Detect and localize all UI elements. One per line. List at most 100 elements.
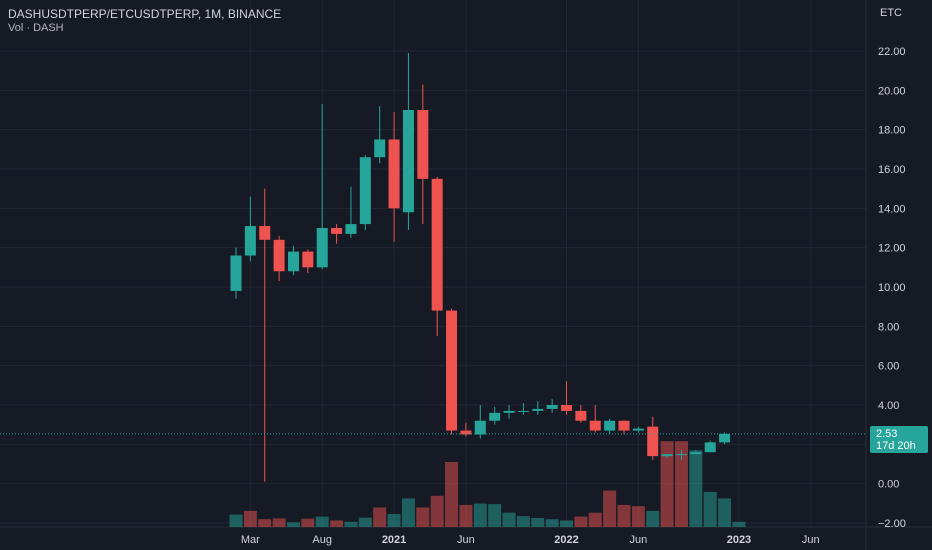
y-tick-label: 14.00 xyxy=(878,203,906,215)
volume-bar xyxy=(703,491,717,527)
volume-bar xyxy=(531,517,545,527)
y-tick-label: 4.00 xyxy=(878,400,899,412)
candles xyxy=(230,52,731,482)
volume-bar xyxy=(718,498,732,527)
volume-bar xyxy=(272,518,286,527)
x-tick-label: Mar xyxy=(241,534,260,546)
candle-body xyxy=(388,139,400,209)
candle-body xyxy=(575,410,587,421)
x-tick-label: 2023 xyxy=(727,534,751,546)
symbol-title[interactable]: DASHUSDTPERP/ETCUSDTPERP, 1M, BINANCE xyxy=(8,7,282,21)
y-tick-label: 10.00 xyxy=(878,282,906,294)
candle-body xyxy=(287,251,299,272)
candle-body xyxy=(690,452,702,455)
last-price-tag: 2.53 17d 20h xyxy=(870,426,928,453)
x-tick-label: Jun xyxy=(457,534,475,546)
candle-body xyxy=(604,420,616,431)
volume-bar xyxy=(631,506,645,527)
volume-bar xyxy=(502,512,516,527)
y-tick-label: 20.00 xyxy=(878,85,906,97)
volume-bar xyxy=(330,520,344,527)
y-tick-label: 22.00 xyxy=(878,46,906,58)
candle-body xyxy=(431,178,443,311)
volume-bar xyxy=(603,490,617,527)
candle-body xyxy=(359,157,371,225)
bar-countdown: 17d 20h xyxy=(876,440,916,452)
candle-body xyxy=(675,454,687,456)
candle-body xyxy=(618,420,630,431)
candle-body xyxy=(302,251,314,268)
y-tick-label: 18.00 xyxy=(878,125,906,137)
candle-body xyxy=(704,442,716,453)
candle-body xyxy=(273,239,285,272)
volume-bar xyxy=(373,507,387,527)
volume-bar xyxy=(560,520,574,527)
candle-body xyxy=(331,228,343,234)
y-tick-label: 12.00 xyxy=(878,243,906,255)
volume-bar xyxy=(732,521,746,527)
y-tick-label: 8.00 xyxy=(878,321,899,333)
last-price-value: 2.53 xyxy=(876,428,898,440)
volume-bar xyxy=(358,517,372,527)
volume-bar xyxy=(258,519,272,527)
volume-bar xyxy=(445,462,459,527)
candle-body xyxy=(402,110,414,213)
x-tick-label: Aug xyxy=(312,534,332,546)
volume-bar xyxy=(344,521,358,527)
candle-body xyxy=(417,110,429,179)
volume-bar xyxy=(416,507,430,527)
candle-body xyxy=(517,410,529,412)
candle-body xyxy=(561,405,573,411)
candle-body xyxy=(316,228,328,268)
candle-body xyxy=(503,410,515,413)
candle-body xyxy=(546,405,558,409)
candle-body xyxy=(474,420,486,435)
candle-body xyxy=(489,412,501,421)
currency-unit: ETC xyxy=(880,7,902,19)
volume-bar xyxy=(516,516,530,527)
candle-body xyxy=(647,426,659,457)
x-tick-label: 2021 xyxy=(382,534,406,546)
x-tick-label: Jun xyxy=(629,534,647,546)
volume-bar xyxy=(301,518,315,527)
y-tick-label: −2.00 xyxy=(878,518,906,530)
candle-body xyxy=(589,420,601,431)
candle-body xyxy=(259,226,271,240)
candle-body xyxy=(345,224,357,234)
candle-body xyxy=(532,408,544,411)
volume-bar xyxy=(545,519,559,527)
volume-bar xyxy=(617,504,631,527)
candle-body xyxy=(374,139,386,158)
volume-bar xyxy=(574,516,588,527)
time-axis: Mar Aug 2021 Jun 2022 Jun 2023 Jun xyxy=(241,534,820,546)
candle-body xyxy=(446,310,458,431)
y-tick-label: 6.00 xyxy=(878,361,899,373)
candle-body xyxy=(460,430,472,435)
volume-bar xyxy=(689,450,703,527)
volume-bar xyxy=(660,441,674,527)
y-tick-label: 16.00 xyxy=(878,164,906,176)
volume-bar xyxy=(588,512,602,527)
price-axis: 22.00 20.00 18.00 16.00 14.00 12.00 10.00 8.00 6… xyxy=(878,46,906,530)
y-tick-label: 0.00 xyxy=(878,479,899,491)
candle-body xyxy=(230,255,242,291)
candle-body xyxy=(661,454,673,457)
candle-body xyxy=(719,433,731,443)
volume-bar xyxy=(459,504,473,527)
volume-bar xyxy=(488,504,502,527)
volume-bar xyxy=(387,514,401,527)
x-tick-label: Jun xyxy=(802,534,820,546)
volume-legend[interactable]: Vol · DASH xyxy=(8,22,64,34)
volume-bar xyxy=(315,516,329,527)
volume-bar xyxy=(473,503,487,527)
x-tick-label: 2022 xyxy=(554,534,578,546)
candle-body xyxy=(632,428,644,431)
volume-bar xyxy=(646,510,660,527)
volume-bar xyxy=(229,514,243,527)
volume-bar xyxy=(674,441,688,527)
volume-bar xyxy=(401,498,415,527)
volume-bar xyxy=(430,495,444,527)
candle-body xyxy=(244,226,256,256)
